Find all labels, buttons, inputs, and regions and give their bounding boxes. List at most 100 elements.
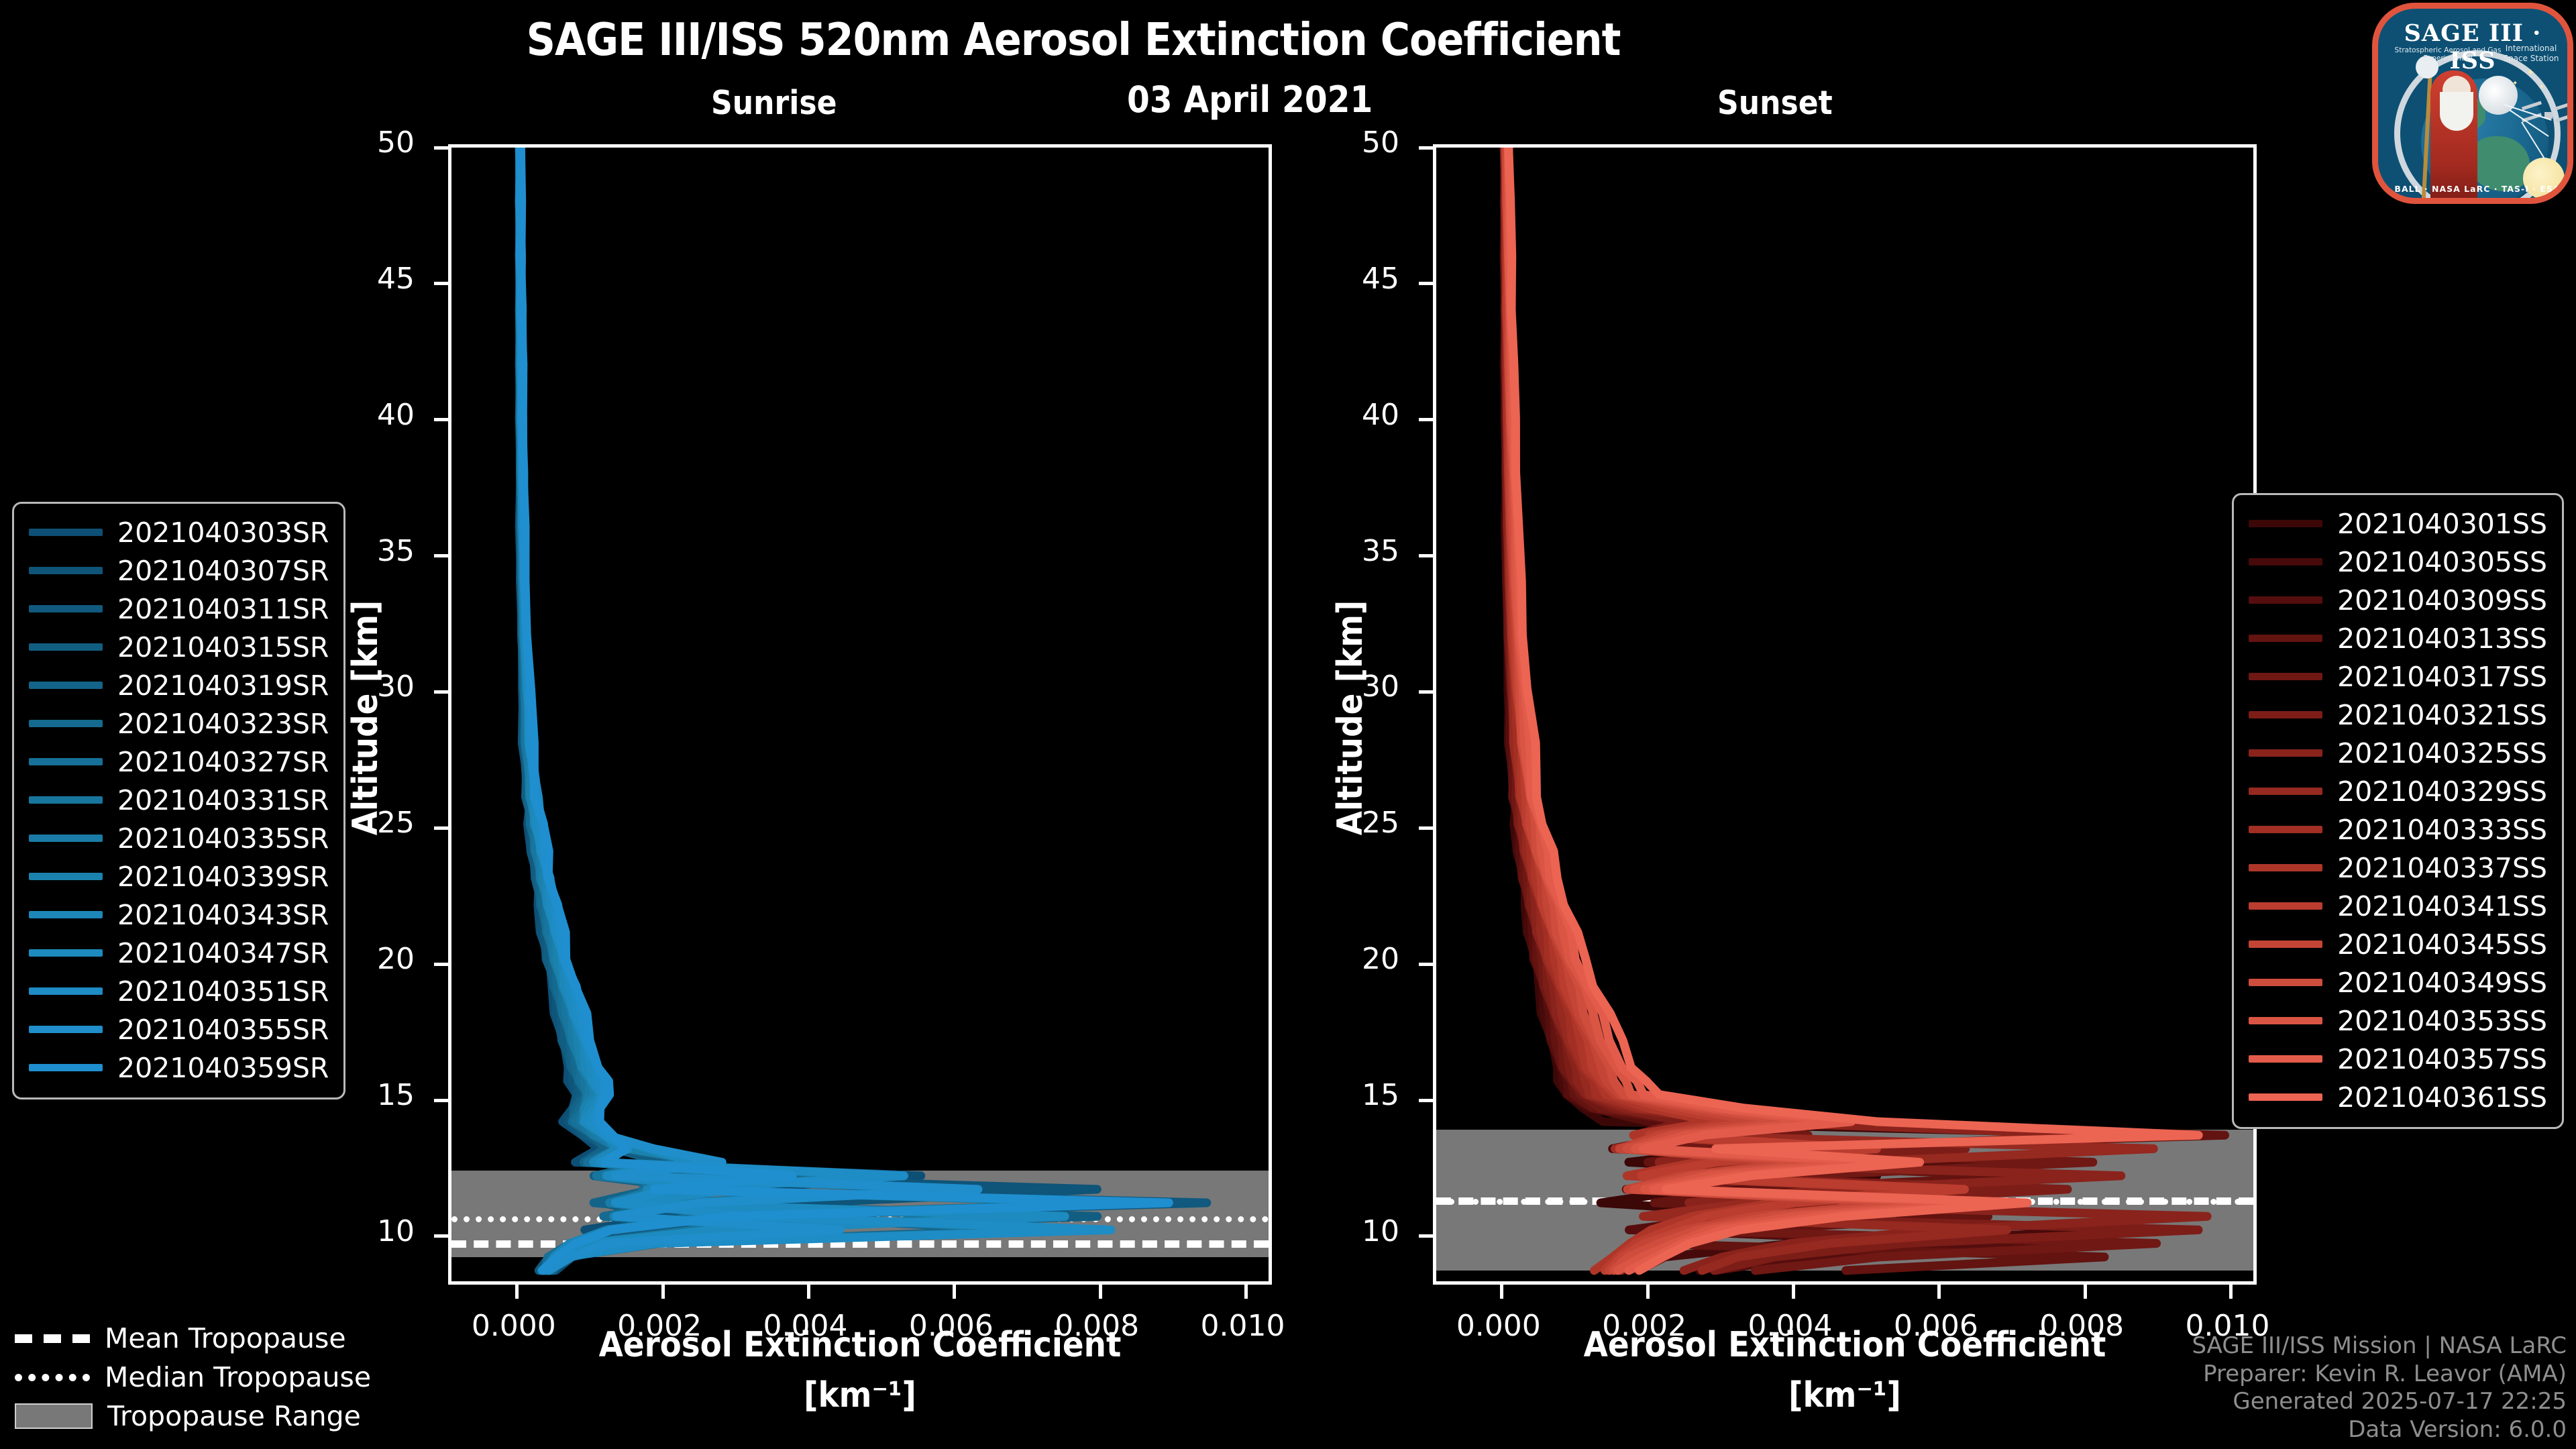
date-label: 03 April 2021 (1127, 78, 1373, 121)
legend-label: 2021040323SR (117, 707, 329, 740)
legend-label: 2021040351SR (117, 975, 329, 1008)
y-axis-tick (434, 554, 451, 558)
legend-item[interactable]: 2021040319SR (29, 666, 329, 704)
patch-subtitle-experiment: Stratospheric Aerosol and Gas Experiment… (2394, 46, 2502, 62)
legend-label: 2021040343SR (117, 898, 329, 931)
legend-label: 2021040345SS (2337, 928, 2547, 961)
series-color-swatch (29, 605, 103, 612)
legend-item[interactable]: 2021040321SS (2249, 696, 2547, 734)
series-color-swatch (2249, 1017, 2323, 1024)
legend-item[interactable]: 2021040359SR (29, 1049, 329, 1087)
y-axis-tick (1419, 690, 1436, 694)
legend-item[interactable]: 2021040355SR (29, 1010, 329, 1049)
legend-item[interactable]: 2021040303SR (29, 513, 329, 551)
legend-label: 2021040319SR (117, 669, 329, 702)
legend-label: 2021040349SS (2337, 966, 2547, 999)
series-color-swatch (2249, 864, 2323, 871)
legend-item[interactable]: 2021040313SS (2249, 619, 2547, 657)
x-axis-tick (661, 1281, 665, 1299)
y-axis-title-left: Altitude [km] (345, 600, 386, 836)
y-axis-tick (434, 282, 451, 286)
legend-label: 2021040325SS (2337, 737, 2547, 769)
y-axis-tick (434, 418, 451, 422)
credits-block: SAGE III/ISS Mission | NASA LaRC Preparer… (2192, 1332, 2567, 1444)
legend-item-tropopause-range[interactable]: Tropopause Range (15, 1397, 371, 1436)
sunrise-event-legend[interactable]: 2021040303SR 2021040307SR 2021040311SR 2021… (12, 502, 346, 1099)
iss-station-icon (2520, 101, 2567, 128)
sunset-event-legend[interactable]: 2021040301SS 2021040305SS 2021040309SS 2021… (2232, 493, 2564, 1129)
sunset-plot-panel[interactable] (1419, 144, 2257, 1299)
legend-item[interactable]: 2021040341SS (2249, 887, 2547, 925)
legend-item[interactable]: 2021040325SS (2249, 734, 2547, 772)
x-axis-tick (1937, 1281, 1941, 1299)
series-color-swatch (29, 758, 103, 765)
legend-item[interactable]: 2021040309SS (2249, 581, 2547, 619)
legend-item[interactable]: 2021040305SS (2249, 543, 2547, 581)
legend-label: 2021040329SS (2337, 775, 2547, 808)
x-axis-tick-label: 0.004 (1748, 1309, 1833, 1343)
y-axis-tick-label: 35 (1362, 533, 1399, 568)
legend-item[interactable]: 2021040333SS (2249, 810, 2547, 849)
star-icon: ✦ (2527, 68, 2534, 78)
legend-label: Mean Tropopause (105, 1322, 346, 1354)
x-axis-tick-label: 0.006 (1893, 1309, 1978, 1343)
legend-item[interactable]: 2021040339SR (29, 857, 329, 896)
x-axis-tick (1244, 1281, 1248, 1299)
series-color-swatch (29, 911, 103, 918)
y-axis-tick (1419, 282, 1436, 286)
series-color-swatch (2249, 902, 2323, 910)
series-color-swatch (2249, 635, 2323, 642)
legend-item[interactable]: 2021040311SR (29, 590, 329, 628)
x-axis-tick (1098, 1281, 1102, 1299)
series-line (516, 148, 1173, 1275)
legend-item[interactable]: 2021040327SR (29, 743, 329, 781)
legend-item[interactable]: 2021040343SR (29, 896, 329, 934)
series-color-swatch (29, 567, 103, 574)
legend-item[interactable]: 2021040329SS (2249, 772, 2547, 810)
legend-item[interactable]: 2021040315SR (29, 628, 329, 666)
y-axis-tick (434, 1234, 451, 1238)
dotted-line-icon (15, 1373, 90, 1381)
series-color-swatch (2249, 673, 2323, 680)
legend-item[interactable]: 2021040301SS (2249, 504, 2547, 543)
page-title: SAGE III/ISS 520nm Aerosol Extinction Co… (526, 13, 1621, 66)
x-axis-units-right: [km⁻¹] (1788, 1375, 1901, 1415)
legend-item[interactable]: 2021040361SS (2249, 1078, 2547, 1116)
series-color-swatch (2249, 520, 2323, 527)
legend-item-mean-tropopause[interactable]: Mean Tropopause (15, 1319, 371, 1358)
legend-item[interactable]: 2021040317SS (2249, 657, 2547, 696)
sunrise-plot-panel[interactable] (434, 144, 1272, 1299)
legend-item[interactable]: 2021040353SS (2249, 1002, 2547, 1040)
x-axis-title-right: Aerosol Extinction Coefficient (1583, 1325, 2106, 1365)
sun-icon (2523, 158, 2565, 198)
legend-item[interactable]: 2021040335SR (29, 819, 329, 857)
x-axis-tick (806, 1281, 810, 1299)
legend-label: 2021040307SR (117, 554, 329, 587)
legend-label: 2021040337SS (2337, 851, 2547, 884)
legend-label: 2021040305SS (2337, 545, 2547, 578)
x-axis-units-left: [km⁻¹] (804, 1375, 916, 1415)
legend-item[interactable]: 2021040307SR (29, 551, 329, 590)
series-color-swatch (2249, 1093, 2323, 1101)
legend-item-median-tropopause[interactable]: Median Tropopause (15, 1358, 371, 1397)
legend-item[interactable]: 2021040349SS (2249, 963, 2547, 1002)
tropopause-legend[interactable]: Mean Tropopause Median Tropopause Tropop… (15, 1319, 371, 1436)
legend-item[interactable]: 2021040323SR (29, 704, 329, 743)
legend-item[interactable]: 2021040357SS (2249, 1040, 2547, 1078)
legend-label: 2021040313SS (2337, 622, 2547, 655)
credits-line: SAGE III/ISS Mission | NASA LaRC (2192, 1332, 2567, 1360)
credits-line: Preparer: Kevin R. Leavor (AMA) (2203, 1360, 2567, 1387)
y-axis-tick-label: 15 (377, 1078, 415, 1113)
legend-item[interactable]: 2021040351SR (29, 972, 329, 1010)
legend-item[interactable]: 2021040337SS (2249, 849, 2547, 887)
sage-iii-iss-mission-patch-logo: ✦ ✦ ✦ SAGE III · ISS Stratospheric Aeros… (2360, 0, 2576, 215)
legend-item[interactable]: 2021040331SR (29, 781, 329, 819)
x-axis-tick (1646, 1281, 1650, 1299)
y-axis-tick-label: 45 (377, 261, 415, 296)
series-line (515, 148, 967, 1275)
legend-item[interactable]: 2021040347SR (29, 934, 329, 972)
moon-icon (2479, 76, 2518, 115)
legend-item[interactable]: 2021040345SS (2249, 925, 2547, 963)
x-axis-tick (1791, 1281, 1795, 1299)
y-axis-tick (1419, 1098, 1436, 1102)
